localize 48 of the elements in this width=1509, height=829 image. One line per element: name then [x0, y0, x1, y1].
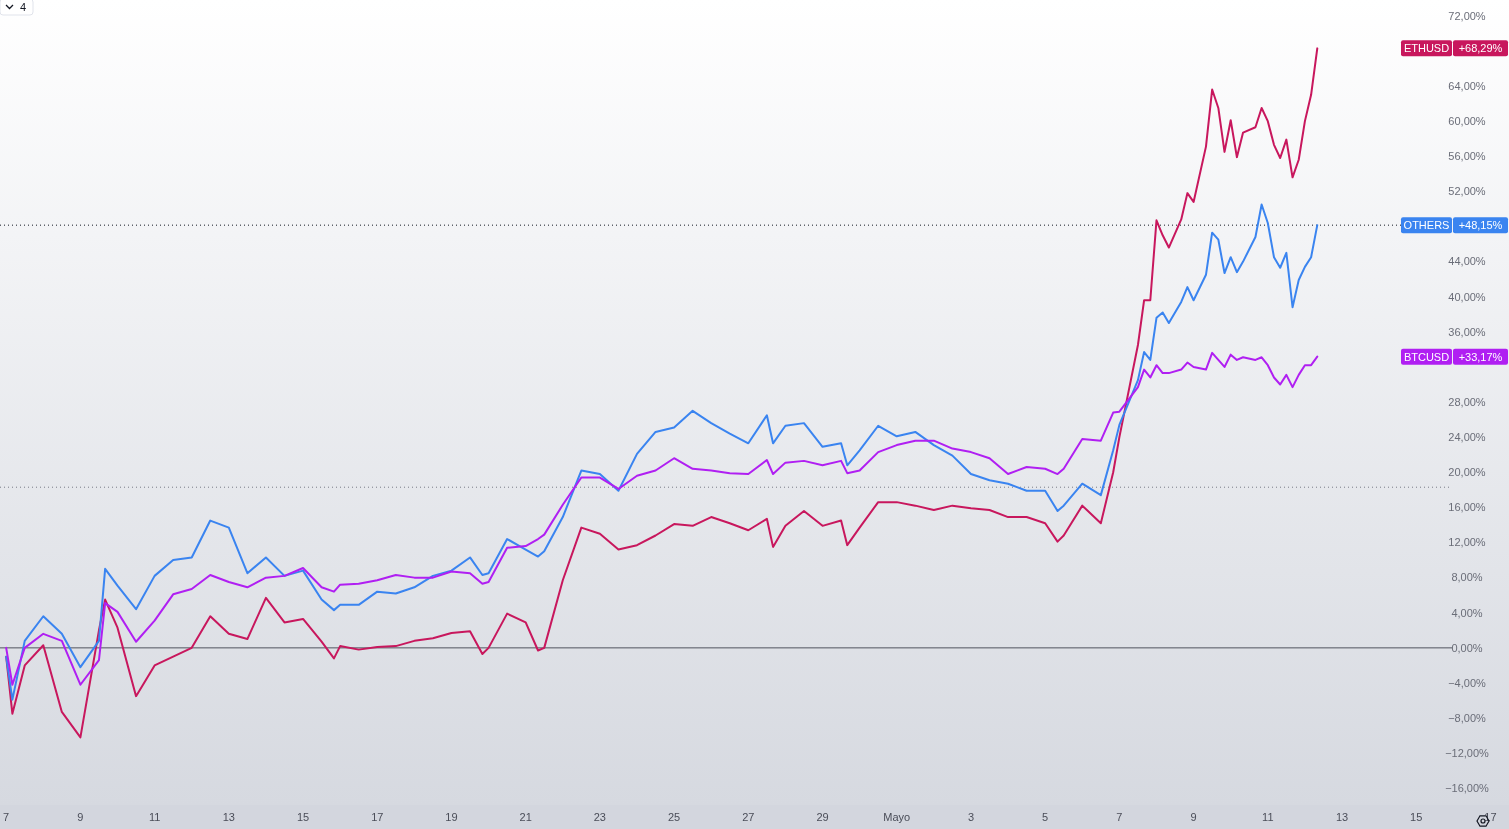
y-tick-label: 40,00% [1448, 290, 1486, 303]
x-tick-label: 27 [742, 811, 755, 823]
annotation: +48,15% [1458, 219, 1503, 232]
y-tick-label: −4,00% [1448, 676, 1487, 689]
y-tick-label: 60,00% [1448, 115, 1486, 127]
y-tick-label: 4,00% [1451, 606, 1483, 619]
x-tick-label: 19 [445, 811, 458, 823]
x-tick-label: 15 [1410, 811, 1423, 823]
y-tick-label: 28,00% [1448, 395, 1486, 408]
y-tick-label: −8,00% [1448, 711, 1487, 724]
y-tick-label: −16,00% [1445, 782, 1490, 795]
x-tick-label: 21 [519, 811, 532, 823]
x-tick-label: 7 [1116, 811, 1123, 823]
y-tick-label: 56,00% [1448, 150, 1486, 163]
x-tick-label: Mayo [883, 811, 911, 823]
y-tick-label: 12,00% [1448, 536, 1486, 549]
annotation: +33,17% [1458, 350, 1503, 363]
x-tick-label: 17 [1484, 811, 1497, 823]
x-tick-label: 23 [593, 811, 607, 823]
x-tick-label: 29 [816, 811, 829, 823]
legend-label: OTHERS [1403, 219, 1450, 232]
x-tick-label: 25 [667, 811, 681, 823]
y-tick-label: 8,00% [1451, 571, 1483, 584]
annotation: +68,29% [1458, 42, 1503, 55]
x-tick-label: 11 [1262, 811, 1274, 823]
y-tick-label: 20,00% [1448, 466, 1486, 479]
x-tick-label: 15 [296, 811, 310, 823]
y-tick-label: −12,00% [1445, 747, 1490, 760]
y-tick-label: 0,00% [1451, 641, 1483, 654]
y-tick-label: 16,00% [1448, 501, 1486, 514]
x-tick-label: 3 [967, 811, 975, 823]
legend-label: ETHUSD [1403, 42, 1450, 55]
y-tick-label: 64,00% [1448, 79, 1486, 92]
y-tick-label: 36,00% [1448, 325, 1486, 338]
x-tick-label: 17 [371, 811, 384, 823]
x-tick-label: 11 [148, 811, 161, 823]
x-tick-label: 13 [1335, 811, 1349, 823]
y-tick-label: 44,00% [1448, 255, 1486, 268]
y-tick-label: 52,00% [1448, 185, 1486, 198]
x-tick-label: 9 [1190, 811, 1197, 823]
x-tick-label: 9 [77, 811, 84, 823]
x-tick-label: 7 [3, 811, 10, 823]
annotation: 4 [20, 0, 27, 13]
y-tick-label: 24,00% [1448, 431, 1486, 444]
x-tick-label: 5 [1042, 811, 1049, 823]
x-tick-label: 13 [222, 811, 235, 823]
legend-label: BTCUSD [1403, 350, 1450, 363]
y-tick-label: 72,00% [1448, 9, 1486, 22]
